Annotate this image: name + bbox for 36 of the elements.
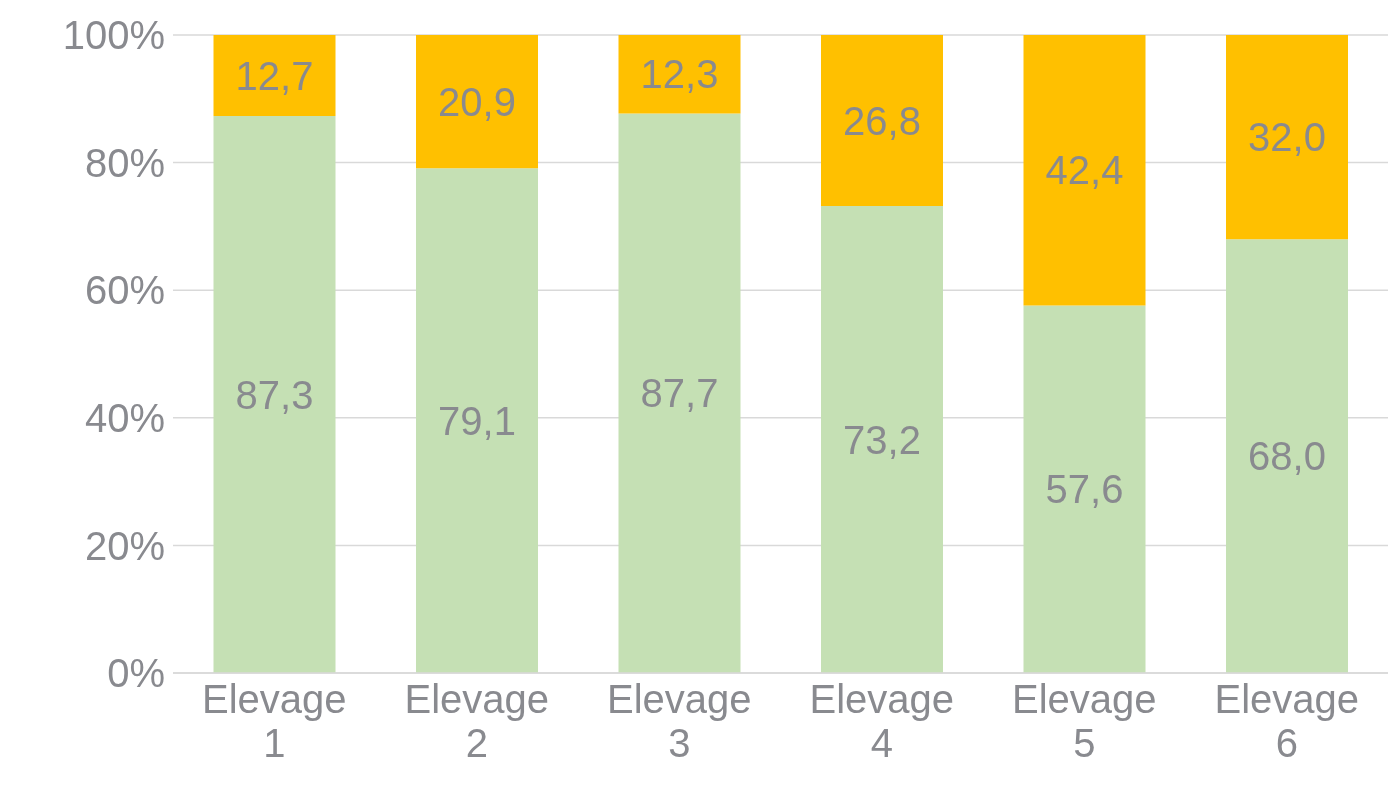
y-tick-label: 40% — [84, 396, 165, 440]
bar — [213, 116, 336, 673]
data-label: 57,6 — [1045, 467, 1124, 512]
y-tick-label: 0% — [107, 651, 165, 696]
bar — [618, 35, 741, 114]
y-tick-label: 80% — [84, 140, 165, 185]
y-tick-label: 60% — [84, 268, 165, 313]
data-label: 26,8 — [843, 98, 921, 143]
data-label: 20,9 — [438, 79, 516, 124]
y-tick-label: 100% — [62, 13, 165, 58]
x-tick-label: Elevage 4 — [809, 677, 955, 765]
data-label: 12,7 — [235, 53, 314, 98]
data-label: 32,0 — [1248, 115, 1326, 160]
data-label: 73,2 — [843, 417, 921, 462]
bar — [821, 205, 943, 673]
x-tick-label: Elevage 1 — [201, 677, 347, 765]
x-tick-label: Elevage 3 — [606, 677, 752, 765]
data-label: 68,0 — [1248, 434, 1326, 479]
data-label: 42,4 — [1045, 148, 1124, 193]
data-label: 79,1 — [438, 398, 516, 443]
x-tick-label: Elevage 2 — [404, 677, 550, 765]
bar — [1023, 35, 1146, 306]
bar — [821, 35, 943, 206]
bar — [1023, 305, 1146, 673]
bar — [1226, 35, 1348, 240]
data-label: 87,3 — [235, 372, 314, 417]
bar — [416, 168, 538, 673]
x-tick-label: Elevage 5 — [1011, 677, 1157, 765]
bar — [213, 35, 336, 117]
bar — [618, 113, 741, 673]
bar — [416, 35, 538, 169]
x-tick-label: Elevage 6 — [1214, 677, 1360, 765]
data-label: 12,3 — [640, 52, 719, 97]
y-tick-label: 20% — [84, 523, 165, 568]
data-label: 87,7 — [640, 371, 719, 416]
bar — [1226, 239, 1348, 673]
